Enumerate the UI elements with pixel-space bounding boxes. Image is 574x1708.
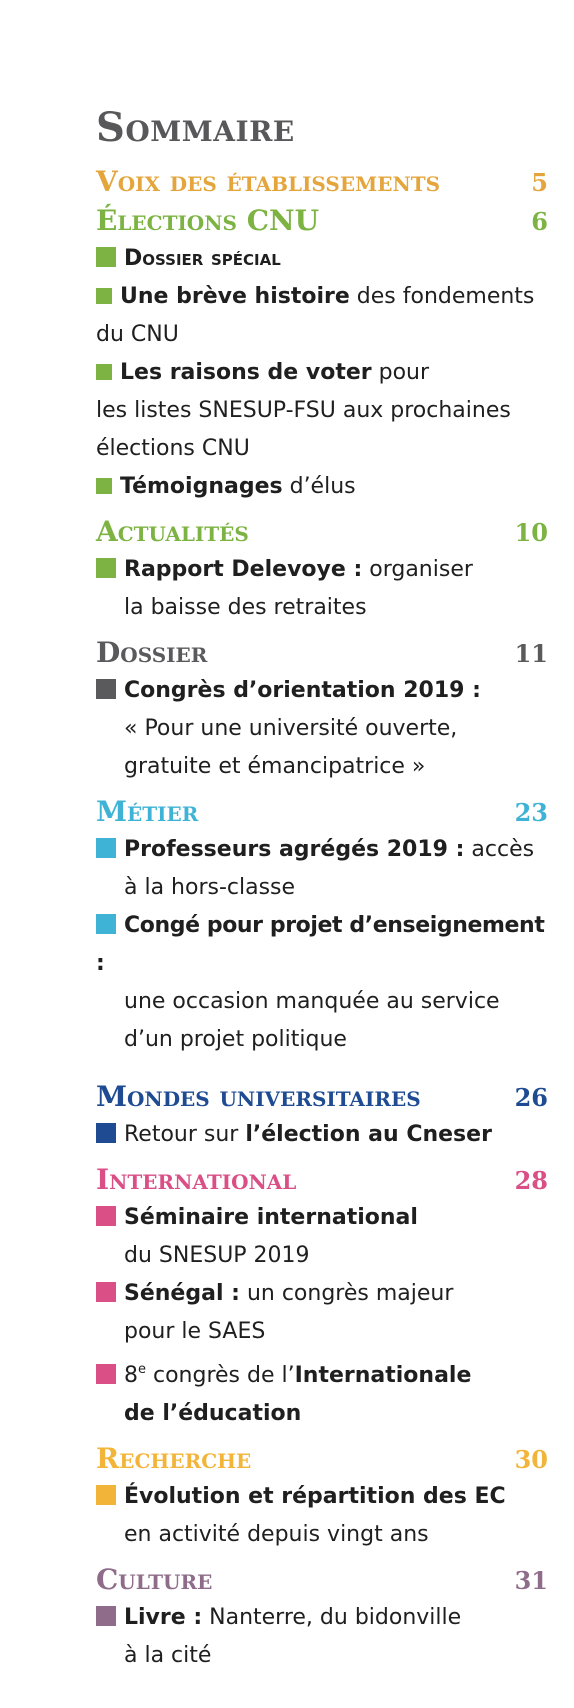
section-recherche[interactable]: Recherche 30	[96, 1441, 548, 1478]
item-continuation: élections CNU	[96, 436, 250, 461]
list-item: Livre : Nanterre, du bidonville	[96, 1599, 548, 1637]
list-item: Évolution et répartition des EC	[96, 1478, 548, 1516]
item-continuation: une occasion manquée au service	[124, 989, 500, 1014]
section-label: Dossier	[96, 636, 208, 669]
section-page: 30	[514, 1445, 548, 1474]
section-page: 31	[514, 1566, 548, 1595]
item-continuation: la baisse des retraites	[124, 595, 367, 620]
item-bold: Dossier spécial	[124, 246, 281, 271]
square-bullet-icon	[96, 288, 112, 304]
list-item: Congrès d’orientation 2019 :	[96, 672, 548, 710]
section-dossier[interactable]: Dossier 11	[96, 635, 548, 672]
square-bullet-icon	[96, 914, 116, 934]
list-item: Retour sur l’élection au Cneser	[96, 1116, 548, 1154]
section-metier[interactable]: Métier 23	[96, 794, 548, 831]
square-bullet-icon	[96, 247, 116, 267]
item-bold: Séminaire international	[124, 1205, 418, 1230]
section-cnu[interactable]: Élections CNU 6	[96, 203, 548, 240]
item-bold: Congé pour projet d’enseignement :	[96, 913, 545, 976]
item-text: organiser	[362, 557, 473, 582]
item-bold: Évolution et répartition des EC	[124, 1484, 506, 1509]
square-bullet-icon	[96, 838, 116, 858]
item-bold: Rapport Delevoye :	[124, 557, 363, 582]
section-label: Métier	[96, 795, 199, 828]
section-label: Mondes universitaires	[96, 1080, 421, 1113]
section-page: 11	[514, 639, 548, 668]
item-bold: Une brève histoire	[120, 284, 350, 309]
item-text: des fondements	[349, 284, 535, 309]
item-text: 8	[124, 1363, 138, 1388]
section-label: Recherche	[96, 1442, 252, 1475]
list-item: Sénégal : un congrès majeur	[96, 1275, 548, 1313]
square-bullet-icon	[96, 478, 112, 494]
list-item: Une brève histoire des fondements	[96, 278, 548, 316]
item-text: Nanterre, du bidonville	[202, 1605, 462, 1630]
square-bullet-icon	[96, 679, 116, 699]
item-bold: de l’éducation	[124, 1401, 302, 1426]
item-bold: Sénégal :	[124, 1281, 240, 1306]
square-bullet-icon	[96, 1364, 116, 1384]
superscript: e	[138, 1362, 146, 1377]
list-item: Séminaire international	[96, 1199, 548, 1237]
item-bold: Livre :	[124, 1605, 203, 1630]
section-culture[interactable]: Culture 31	[96, 1562, 548, 1599]
item-continuation: à la hors-classe	[124, 875, 296, 900]
section-page: 26	[514, 1083, 548, 1112]
table-of-contents: Sommaire Voix des établissements 5 Élect…	[96, 100, 548, 1675]
list-item: 8e congrès de l’Internationale	[96, 1351, 548, 1395]
square-bullet-icon	[96, 1282, 116, 1302]
section-page: 23	[514, 798, 548, 827]
item-bold: Internationale	[294, 1363, 472, 1388]
page-title: Sommaire	[96, 104, 295, 151]
item-text: accès	[464, 837, 535, 862]
square-bullet-icon	[96, 1206, 116, 1226]
item-bold: Congrès d’orientation 2019 :	[124, 678, 481, 703]
square-bullet-icon	[96, 558, 116, 578]
item-text: congrès de l’	[146, 1363, 295, 1388]
square-bullet-icon	[96, 1123, 116, 1143]
square-bullet-icon	[96, 1485, 116, 1505]
section-international[interactable]: International 28	[96, 1162, 548, 1199]
section-page: 6	[531, 207, 548, 236]
square-bullet-icon	[96, 1606, 116, 1626]
list-item: Rapport Delevoye : organiser	[96, 551, 548, 589]
item-continuation: « Pour une université ouverte,	[124, 716, 458, 741]
item-continuation: du CNU	[96, 322, 179, 347]
item-text: un congrès majeur	[239, 1281, 454, 1306]
section-page: 28	[514, 1166, 548, 1195]
item-continuation: les listes SNESUP-FSU aux prochaines	[96, 398, 511, 423]
list-item: Professeurs agrégés 2019 : accès	[96, 831, 548, 869]
item-continuation: à la cité	[124, 1643, 212, 1668]
list-item: Témoignages d’élus	[96, 468, 548, 506]
section-label: Voix des établissements	[96, 165, 441, 198]
item-bold: Professeurs agrégés 2019 :	[124, 837, 465, 862]
section-label: Actualités	[96, 515, 249, 548]
square-bullet-icon	[96, 364, 112, 380]
item-continuation: d’un projet politique	[124, 1027, 347, 1052]
section-label: Élections CNU	[96, 204, 319, 237]
item-bold: Les raisons de voter	[120, 360, 372, 385]
section-label: International	[96, 1163, 297, 1196]
item-continuation: pour le SAES	[124, 1319, 266, 1344]
item-continuation: gratuite et émancipatrice »	[124, 754, 426, 779]
list-item: Les raisons de voter pour	[96, 354, 548, 392]
section-label: Culture	[96, 1563, 213, 1596]
item-bold: l’élection au Cneser	[245, 1122, 492, 1147]
list-item: Dossier spécial	[96, 240, 548, 278]
item-text: d’élus	[282, 474, 356, 499]
item-continuation: de l’éducation	[96, 1395, 548, 1433]
section-page: 10	[514, 518, 548, 547]
section-mondes[interactable]: Mondes universitaires 26	[96, 1079, 548, 1116]
item-text: Retour sur	[124, 1122, 246, 1147]
list-item: Congé pour projet d’enseignement :	[96, 907, 548, 983]
section-actualites[interactable]: Actualités 10	[96, 514, 548, 551]
section-page: 5	[531, 168, 548, 197]
item-continuation: en activité depuis vingt ans	[124, 1522, 429, 1547]
section-voix[interactable]: Voix des établissements 5	[96, 164, 548, 201]
item-text: pour	[371, 360, 430, 385]
item-bold: Témoignages	[120, 474, 283, 499]
item-continuation: du SNESUP 2019	[124, 1243, 310, 1268]
